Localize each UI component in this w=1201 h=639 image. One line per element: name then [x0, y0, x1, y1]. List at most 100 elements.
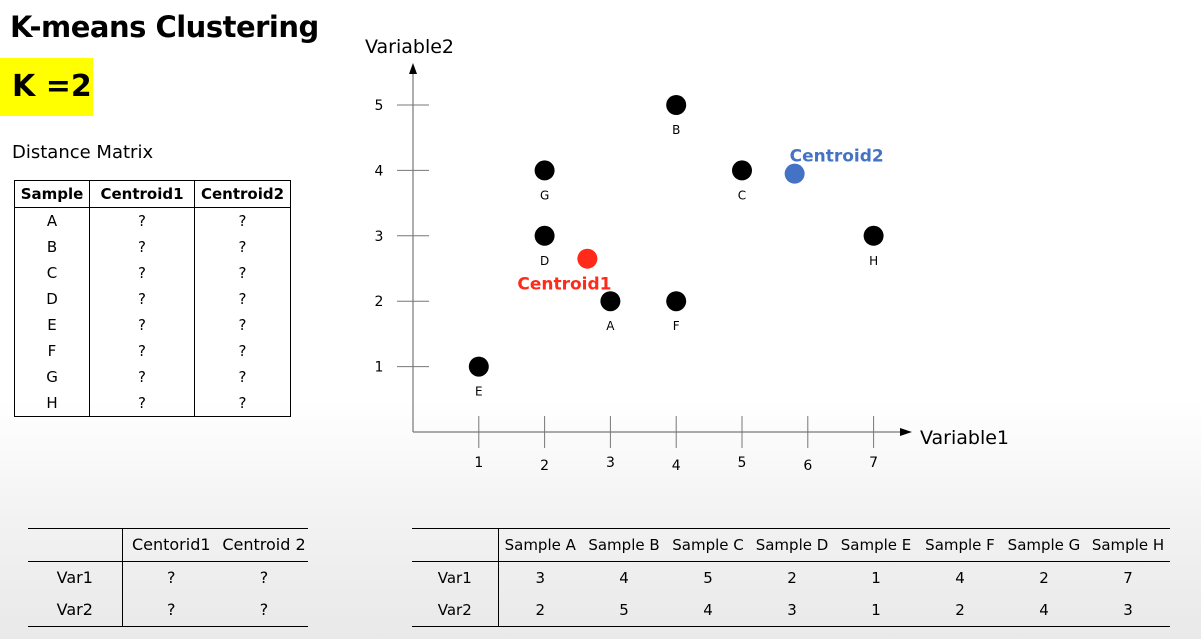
sample-cell: H [14, 390, 90, 417]
centroid1-cell: ? [89, 207, 195, 234]
sample-table-header-row: Sample A Sample B Sample C Sample D Sample E… [412, 528, 1170, 562]
table-row: B?? [14, 234, 291, 260]
table-row: F?? [14, 338, 291, 364]
centroid1-cell: ? [89, 338, 195, 364]
y-tick-label: 2 [375, 294, 384, 310]
centroid1-cell: ? [89, 286, 195, 312]
row-label: Var1 [28, 561, 123, 594]
centroid-table-corner [28, 528, 123, 562]
x-tick-label: 3 [606, 455, 615, 471]
x-axis-arrow-icon [900, 428, 912, 436]
x-tick-label: 5 [738, 455, 747, 471]
sample-point-b [666, 95, 687, 115]
x-tick-label: 4 [672, 458, 681, 474]
header-centroid1: Centroid1 [89, 180, 195, 208]
table-row: C?? [14, 260, 291, 286]
page-title: K-means Clustering [10, 10, 319, 44]
sample-table-header: Sample F [918, 528, 1002, 562]
row-label: Var2 [412, 594, 499, 627]
sample-cell: G [14, 364, 90, 390]
centroid2-cell: ? [194, 286, 291, 312]
row-label: Var2 [28, 594, 123, 627]
y-axis-label: Variable2 [365, 36, 454, 58]
sample-label-e: E [475, 385, 483, 399]
sample-point-e [468, 356, 489, 377]
table-cell: ? [167, 568, 176, 587]
sample-label-b: B [672, 123, 680, 137]
sample-table-header: Sample D [750, 528, 834, 562]
sample-table-header: Sample A [498, 528, 582, 562]
sample-point-a [600, 291, 621, 312]
centroid-label-1: Centroid1 [517, 275, 611, 295]
centroid2-cell: ? [194, 338, 291, 364]
distance-matrix-table: Sample Centroid1 Centroid2 A?? B?? C?? D?? E… [14, 180, 291, 417]
centroid2-cell: ? [194, 364, 291, 390]
y-axis-arrow-icon [409, 63, 417, 74]
centroid2-cell: ? [194, 207, 291, 234]
centroid2-cell: ? [194, 312, 291, 338]
distance-matrix-label: Distance Matrix [12, 142, 154, 163]
centroid-point-1 [577, 248, 598, 269]
sample-label-a: A [606, 319, 615, 333]
centroid-table-header: Centroid 2 [220, 528, 308, 562]
centroid-label-2: Centroid2 [790, 147, 884, 167]
centroid2-cell: ? [194, 234, 291, 260]
x-tick-label: 2 [540, 458, 549, 474]
sample-label-c: C [738, 188, 746, 202]
sample-table: Sample A Sample B Sample C Sample D Sample E… [412, 528, 1170, 627]
sample-point-f [666, 291, 687, 312]
y-tick-label: 5 [375, 98, 384, 114]
table-cell: ? [220, 594, 308, 627]
sample-label-f: F [673, 319, 680, 333]
centroid-point-2 [784, 163, 805, 184]
table-cell: 5 [703, 569, 713, 587]
row-label: Var1 [412, 561, 499, 594]
x-tick-label: 7 [869, 455, 878, 471]
y-tick-label: 3 [375, 229, 384, 245]
table-cell: 4 [1002, 594, 1086, 627]
table-cell: 4 [666, 594, 750, 627]
sample-label-d: D [540, 254, 549, 268]
x-axis-label: Variable1 [920, 427, 1009, 449]
sample-table-header: Sample C [666, 528, 750, 562]
table-cell: 2 [1039, 569, 1049, 587]
k-value-badge: K =2 [0, 58, 93, 116]
table-cell: 3 [535, 569, 546, 587]
centroid2-cell: ? [194, 260, 291, 286]
table-row: A?? [14, 207, 291, 234]
table-cell: 3 [750, 594, 834, 627]
x-tick-label: 6 [803, 458, 812, 474]
sample-label-h: H [869, 254, 878, 268]
centroid-table-header: Centorid1 [122, 528, 220, 562]
y-tick-label: 4 [375, 163, 384, 179]
table-cell: 2 [498, 594, 582, 627]
table-cell: 1 [871, 569, 881, 587]
table-cell: ? [259, 568, 269, 587]
sample-table-header: Sample B [582, 528, 666, 562]
table-row: E?? [14, 312, 291, 338]
centroid-table-header-row: Centorid1 Centroid 2 [28, 528, 308, 562]
table-row: Var1 3 4 5 2 1 4 2 7 [412, 561, 1170, 594]
table-cell: 1 [834, 594, 918, 627]
sample-point-h [863, 225, 884, 246]
table-cell: 3 [1086, 594, 1170, 627]
table-cell: 2 [787, 569, 797, 587]
centroid2-cell: ? [194, 390, 291, 417]
table-cell: 7 [1123, 569, 1133, 587]
centroid1-cell: ? [89, 260, 195, 286]
table-row: Var2 2 5 4 3 1 2 4 3 [412, 594, 1170, 627]
distance-matrix-header-row: Sample Centroid1 Centroid2 [14, 180, 291, 208]
table-cell: 4 [955, 569, 965, 587]
sample-point-d [534, 225, 555, 246]
sample-table-corner [412, 528, 499, 562]
x-tick-label: 1 [474, 455, 483, 471]
table-cell: ? [122, 594, 220, 627]
table-row: Var2 ? ? [28, 594, 308, 627]
centroid1-cell: ? [89, 312, 195, 338]
header-centroid2: Centroid2 [194, 180, 291, 208]
sample-label-g: G [540, 188, 549, 202]
sample-cell: C [14, 260, 90, 286]
sample-table-header: Sample G [1002, 528, 1086, 562]
sample-table-header: Sample H [1086, 528, 1170, 562]
